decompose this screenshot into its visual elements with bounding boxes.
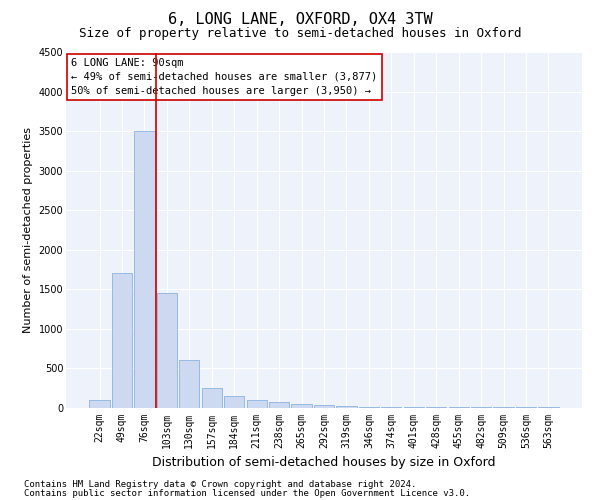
Text: 6 LONG LANE: 90sqm
← 49% of semi-detached houses are smaller (3,877)
50% of semi: 6 LONG LANE: 90sqm ← 49% of semi-detache… bbox=[71, 58, 377, 96]
Bar bbox=[224, 396, 244, 407]
Text: 6, LONG LANE, OXFORD, OX4 3TW: 6, LONG LANE, OXFORD, OX4 3TW bbox=[167, 12, 433, 28]
Text: Contains public sector information licensed under the Open Government Licence v3: Contains public sector information licen… bbox=[24, 488, 470, 498]
Bar bbox=[179, 360, 199, 408]
Bar bbox=[202, 388, 222, 407]
Text: Size of property relative to semi-detached houses in Oxford: Size of property relative to semi-detach… bbox=[79, 28, 521, 40]
Bar bbox=[359, 406, 379, 408]
Bar bbox=[269, 402, 289, 407]
Y-axis label: Number of semi-detached properties: Number of semi-detached properties bbox=[23, 127, 33, 333]
X-axis label: Distribution of semi-detached houses by size in Oxford: Distribution of semi-detached houses by … bbox=[152, 456, 496, 469]
Text: Contains HM Land Registry data © Crown copyright and database right 2024.: Contains HM Land Registry data © Crown c… bbox=[24, 480, 416, 489]
Bar bbox=[292, 404, 311, 407]
Bar bbox=[247, 400, 267, 407]
Bar bbox=[89, 400, 110, 407]
Bar bbox=[337, 406, 356, 407]
Bar bbox=[381, 407, 401, 408]
Bar bbox=[134, 132, 155, 407]
Bar bbox=[112, 274, 132, 407]
Bar bbox=[314, 405, 334, 407]
Bar bbox=[157, 293, 177, 408]
